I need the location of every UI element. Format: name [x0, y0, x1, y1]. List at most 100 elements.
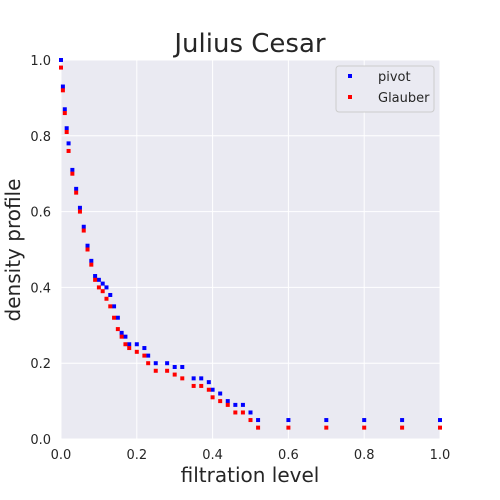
x-tick-label: 1.0: [430, 448, 451, 463]
data-point-pivot: [210, 387, 215, 392]
data-point-pivot: [199, 376, 204, 381]
data-point-pivot: [66, 141, 71, 146]
legend-box: [335, 65, 435, 113]
data-point-glauber: [96, 285, 101, 290]
data-point-glauber: [191, 383, 196, 388]
x-tick-label: 0.0: [51, 448, 72, 463]
legend-label-pivot: pivot: [378, 70, 411, 85]
data-point-pivot: [165, 361, 170, 366]
data-point-glauber: [199, 383, 204, 388]
data-point-pivot: [172, 364, 177, 369]
y-tick-label: 0.0: [30, 433, 51, 448]
legend-marker-pivot: [348, 74, 352, 78]
data-point-pivot: [62, 107, 67, 112]
data-point-glauber: [180, 376, 185, 381]
data-point-glauber: [104, 296, 109, 301]
legend-marker-glauber: [348, 95, 352, 99]
data-point-glauber: [218, 399, 223, 404]
data-point-glauber: [93, 277, 98, 282]
data-point-glauber: [142, 353, 147, 358]
data-point-glauber: [77, 209, 82, 214]
data-point-glauber: [172, 372, 177, 377]
data-point-glauber: [400, 425, 405, 430]
data-point-glauber: [100, 289, 105, 294]
data-point-pivot: [108, 292, 113, 297]
y-axis-ticks: 0.0 0.2 0.4 0.6 0.8 1.0: [30, 54, 51, 448]
data-point-pivot: [240, 402, 245, 407]
y-tick-label: 0.4: [30, 281, 51, 296]
data-point-glauber: [165, 368, 170, 373]
data-point-glauber: [153, 368, 158, 373]
data-point-pivot: [85, 243, 90, 248]
data-point-pivot: [74, 186, 79, 191]
plot-area: [61, 60, 440, 439]
series-glauber: [59, 65, 442, 430]
legend-label-glauber: Glauber: [378, 91, 430, 106]
data-point-pivot: [153, 361, 158, 366]
data-point-glauber: [134, 349, 139, 354]
data-point-glauber: [59, 65, 63, 70]
data-point-glauber: [127, 346, 132, 351]
x-axis-label: filtration level: [181, 463, 320, 487]
data-point-pivot: [142, 346, 147, 351]
data-point-pivot: [225, 399, 230, 404]
x-tick-label: 0.2: [126, 448, 147, 463]
data-point-glauber: [70, 171, 75, 176]
x-axis-ticks: 0.0 0.2 0.4 0.6 0.8 1.0: [51, 448, 451, 463]
data-point-glauber: [248, 418, 253, 423]
data-point-glauber: [362, 425, 367, 430]
data-point-pivot: [104, 285, 109, 290]
data-point-pivot: [400, 418, 405, 423]
data-point-pivot: [324, 418, 329, 423]
data-point-pivot: [286, 418, 291, 423]
data-point-glauber: [225, 402, 230, 407]
data-point-pivot: [127, 342, 132, 347]
data-points: [59, 58, 442, 430]
data-point-pivot: [96, 277, 101, 282]
data-point-pivot: [93, 274, 98, 279]
y-tick-label: 0.2: [30, 357, 51, 372]
data-point-glauber: [66, 148, 71, 153]
data-point-pivot: [180, 364, 185, 369]
grid: [60, 59, 441, 440]
x-tick-label: 0.6: [278, 448, 299, 463]
data-point-glauber: [89, 262, 94, 267]
data-point-pivot: [233, 402, 238, 407]
y-axis-label: density profile: [1, 179, 25, 322]
data-point-glauber: [112, 315, 117, 320]
data-point-glauber: [81, 228, 86, 233]
data-point-pivot: [59, 58, 63, 62]
data-point-pivot: [134, 342, 139, 347]
data-point-pivot: [206, 380, 211, 385]
data-point-pivot: [89, 258, 94, 263]
data-point-pivot: [100, 281, 105, 286]
x-tick-label: 0.8: [354, 448, 375, 463]
data-point-pivot: [60, 84, 65, 89]
data-point-pivot: [256, 418, 261, 423]
data-point-pivot: [81, 224, 86, 229]
data-point-pivot: [119, 330, 124, 335]
data-point-pivot: [64, 126, 69, 131]
data-point-glauber: [146, 361, 151, 366]
data-point-pivot: [123, 334, 128, 339]
legend: pivot Glauber: [335, 65, 435, 113]
data-point-pivot: [438, 418, 442, 423]
data-point-pivot: [146, 353, 151, 358]
data-point-glauber: [210, 395, 215, 400]
data-point-glauber: [123, 342, 128, 347]
data-point-glauber: [286, 425, 291, 430]
data-point-pivot: [191, 376, 196, 381]
data-point-glauber: [206, 387, 211, 392]
y-tick-label: 1.0: [30, 54, 51, 69]
data-point-glauber: [438, 425, 442, 430]
data-point-glauber: [324, 425, 329, 430]
data-point-glauber: [74, 190, 79, 195]
data-point-glauber: [64, 130, 69, 135]
data-point-glauber: [115, 327, 120, 332]
series-pivot: [59, 58, 442, 423]
data-point-pivot: [112, 304, 117, 309]
data-point-pivot: [248, 410, 253, 415]
data-point-glauber: [108, 304, 113, 309]
data-point-pivot: [115, 315, 120, 320]
